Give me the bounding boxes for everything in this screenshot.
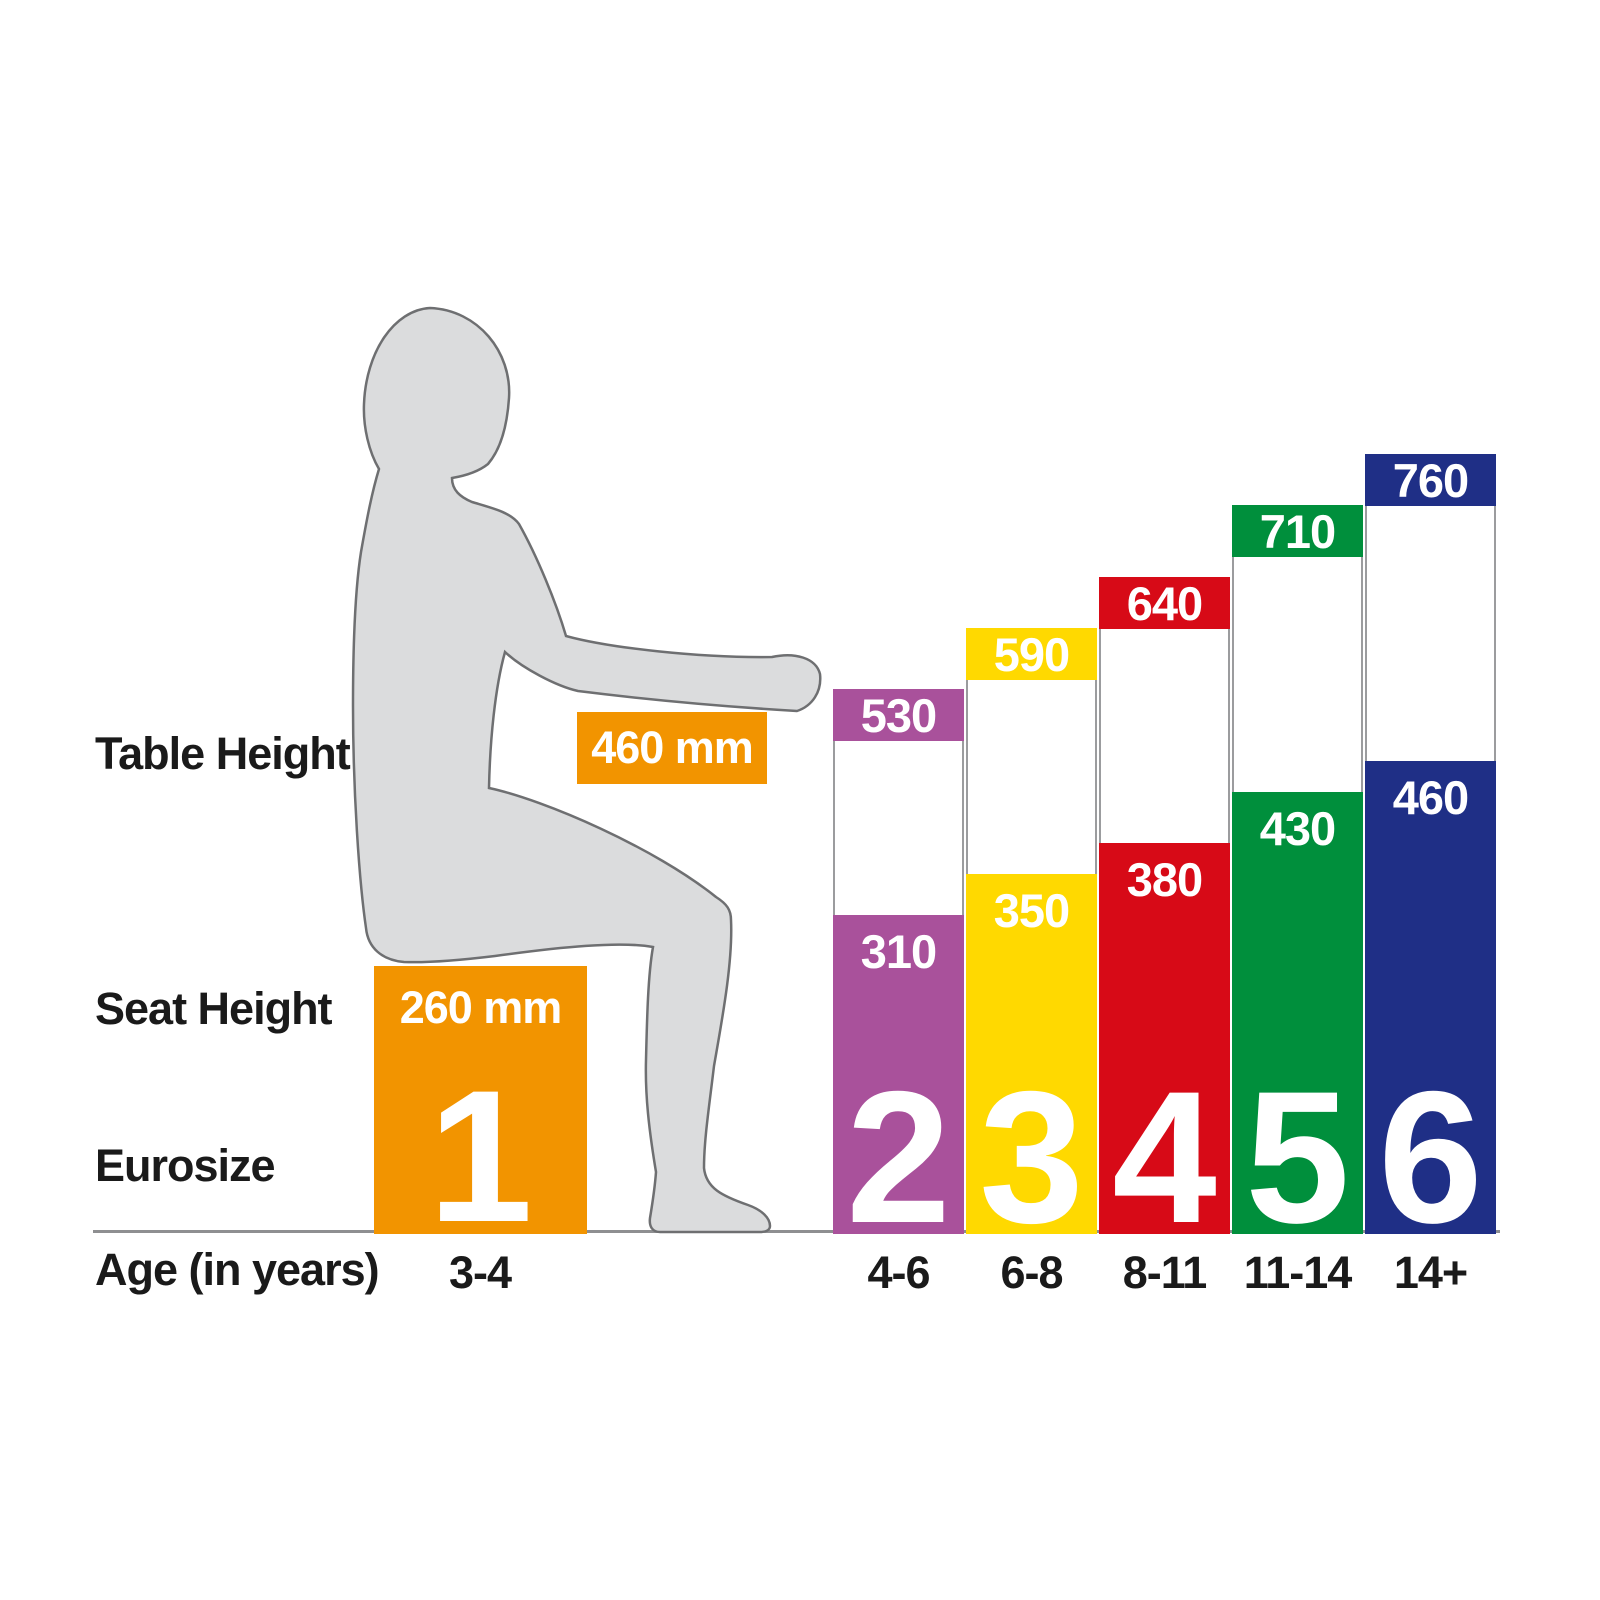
seat-height-label: Seat Height	[95, 983, 333, 1034]
size-bar-5: 710 430 5	[1232, 504, 1363, 1263]
table-height-label: Table Height	[95, 728, 351, 779]
seat-height-segment: 350 3	[966, 874, 1097, 1263]
table-height-value: 530	[860, 688, 937, 742]
eurosize-number: 6	[1378, 1052, 1483, 1263]
table-height-value: 760	[1392, 453, 1469, 507]
bar-body-gap	[966, 680, 1097, 874]
table-height-cap: 530	[833, 688, 964, 742]
size-bar-2: 530 310 2	[833, 688, 964, 1263]
size1-seat-block: 260 mm 1	[374, 965, 587, 1262]
size1-eurosize-number: 1	[428, 1051, 533, 1262]
eurosize-number: 3	[979, 1052, 1084, 1263]
size1-seat-height-value: 260 mm	[399, 981, 563, 1033]
size-bar-6: 760 460 6	[1365, 453, 1496, 1263]
size-bar-4: 640 380 4	[1099, 576, 1230, 1263]
seat-height-value: 380	[1126, 853, 1203, 906]
eurosize-number: 2	[846, 1052, 951, 1263]
size1-table-height-value: 460 mm	[591, 721, 754, 773]
size1-table-height-tag: 460 mm	[577, 711, 767, 784]
seat-height-value: 460	[1392, 771, 1469, 824]
seat-height-value: 430	[1259, 802, 1336, 855]
table-height-value: 640	[1126, 576, 1203, 630]
eurosize-number: 4	[1112, 1052, 1217, 1263]
table-height-cap: 640	[1099, 576, 1230, 630]
table-height-value: 590	[993, 627, 1070, 681]
bar-body-gap	[1099, 629, 1230, 843]
age-axis-label: Age (in years)	[95, 1244, 380, 1295]
age-value-size5: 11-14	[1243, 1247, 1353, 1298]
bar-body-gap	[833, 741, 964, 915]
seat-height-segment: 460 6	[1365, 761, 1496, 1263]
table-height-value: 710	[1259, 504, 1336, 558]
age-value-size6: 14+	[1393, 1247, 1468, 1298]
size-bar-3: 590 350 3	[966, 627, 1097, 1263]
table-height-cap: 710	[1232, 504, 1363, 558]
seat-height-segment: 310 2	[833, 915, 964, 1263]
seat-height-segment: 380 4	[1099, 843, 1230, 1263]
bar-body-gap	[1232, 557, 1363, 792]
eurosize-number: 5	[1245, 1052, 1350, 1263]
seat-height-value: 310	[860, 925, 937, 978]
table-height-cap: 590	[966, 627, 1097, 681]
seat-height-value: 350	[993, 884, 1070, 937]
bar-body-gap	[1365, 506, 1496, 761]
seat-height-segment: 430 5	[1232, 792, 1363, 1263]
age-value-size1: 3-4	[448, 1247, 512, 1298]
age-value-size3: 6-8	[1000, 1247, 1063, 1298]
age-value-size2: 4-6	[867, 1247, 930, 1298]
eurosize-label: Eurosize	[95, 1140, 276, 1191]
table-height-cap: 760	[1365, 453, 1496, 507]
age-value-size4: 8-11	[1122, 1247, 1208, 1298]
